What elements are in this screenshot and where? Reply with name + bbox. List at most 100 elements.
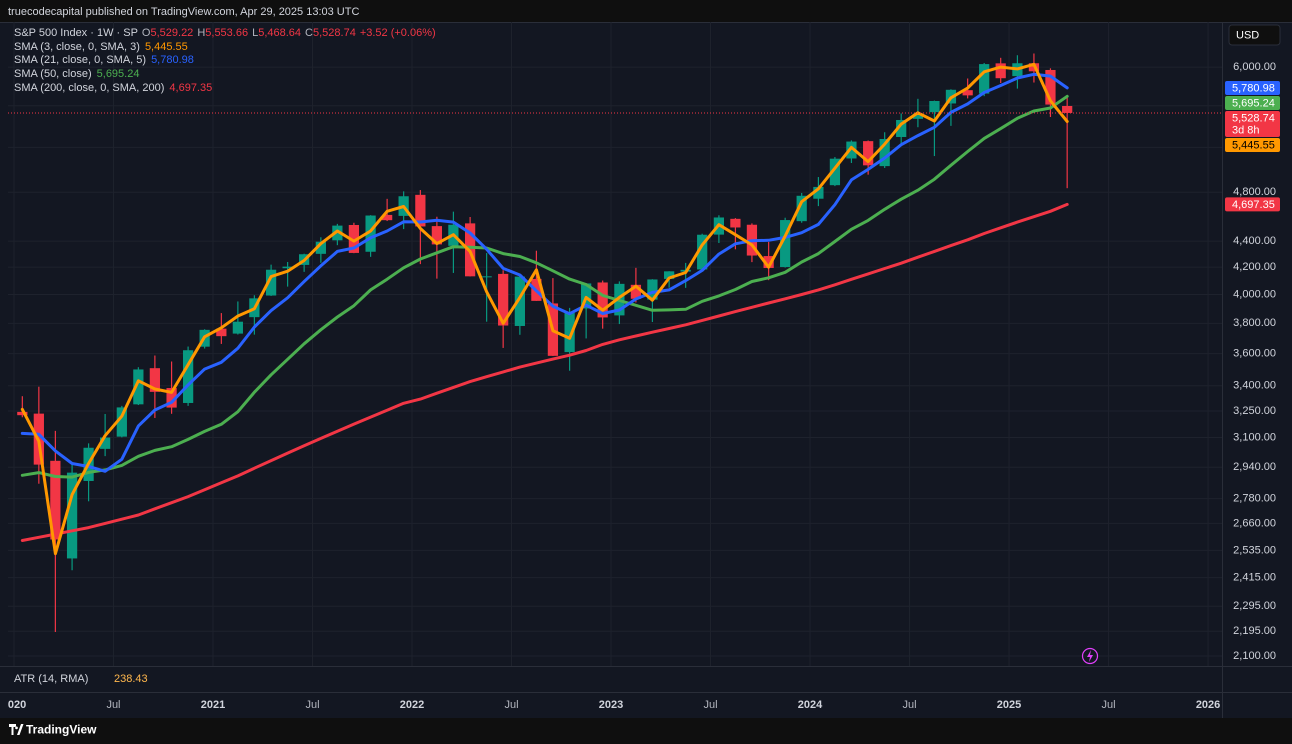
y-tick-label: 4,000.00 [1233, 288, 1276, 300]
price-tag [1225, 197, 1280, 212]
x-tick-label: 2026 [1196, 699, 1220, 711]
candle-body [431, 226, 443, 245]
alert-icon-ring[interactable] [1081, 647, 1099, 665]
candle-body [514, 276, 525, 326]
indicator-value: 238.43 [114, 673, 148, 685]
alert-icon[interactable] [1081, 647, 1099, 665]
candle-body [66, 472, 78, 559]
legend-value: 5,445.55 [144, 40, 188, 53]
ohlc-value: 5,528.74 [313, 27, 356, 39]
candle-body [265, 269, 277, 296]
candle-body [382, 214, 393, 221]
legend-value: 5,780.98 [151, 54, 194, 67]
candle-body [846, 141, 857, 159]
candle-body [216, 328, 227, 337]
candle-body [979, 64, 990, 94]
indicator-name: ATR (14, RMA) [14, 673, 88, 685]
ohlc-value: 5,553.66 [205, 27, 249, 39]
footer-bar [0, 718, 1292, 744]
ohlc-key: C [305, 27, 313, 39]
publish-header: truecodecapital published on TradingView… [8, 6, 359, 18]
candle-body [863, 141, 874, 166]
candle-body [149, 368, 160, 392]
alert-icon-bolt[interactable] [1087, 650, 1093, 662]
y-tick-label: 3,800.00 [1233, 317, 1276, 329]
y-tick-label: 3,100.00 [1233, 431, 1276, 443]
legend-value: 5,695.24 [96, 68, 140, 81]
legend-row: SMA (21, close, 0, SMA, 5) 5,780.98 [14, 54, 436, 68]
ohlc-key: O [141, 27, 151, 39]
legend-row: SMA (200, close, 0, SMA, 200) 4,697.35 [14, 82, 436, 96]
candle-body [995, 63, 1006, 79]
y-tick-label: 2,100.00 [1233, 650, 1276, 662]
candle-body [780, 220, 791, 268]
price-tag [1225, 110, 1280, 137]
candle-body [630, 284, 642, 299]
candle-body [481, 276, 492, 278]
price-tag [1225, 137, 1280, 152]
candle-body [879, 139, 890, 167]
x-tick-label: 2020 [2, 699, 26, 711]
footer-logo [9, 724, 24, 735]
legend-row: SMA (3, close, 0, SMA, 3) 5,445.55 [14, 41, 436, 55]
price-tag [1225, 80, 1280, 95]
y-tick-label: 6,000.00 [1233, 61, 1276, 73]
candle-body [232, 321, 243, 334]
legend-entry: SMA (50, close) [14, 68, 92, 81]
candle-body [730, 218, 741, 228]
candle-body [697, 234, 708, 270]
price-tag-label: 5,780.98 [1232, 82, 1275, 94]
price-tag-label: 3d 8h [1232, 124, 1260, 136]
candle-body [829, 158, 841, 186]
candle-body [564, 312, 575, 353]
ohlc-key: L [252, 27, 259, 39]
candle-body [133, 369, 144, 405]
price-tag-label: 5,528.74 [1232, 112, 1275, 124]
ohlc-change: +3.52 (+0.06%) [359, 27, 436, 39]
legend-value: 4,697.35 [169, 81, 213, 94]
price-tag-label: 5,695.24 [1232, 97, 1275, 109]
candle-body [1062, 105, 1073, 113]
x-tick-label: 2021 [201, 699, 225, 711]
candle-body [348, 224, 360, 253]
y-tick-label: 2,940.00 [1233, 461, 1276, 473]
sma-line [20, 202, 1069, 542]
price-tag [1225, 95, 1280, 110]
y-tick-label: 4,800.00 [1233, 186, 1276, 198]
candle-body [929, 100, 940, 113]
y-tick-label: 2,780.00 [1233, 493, 1276, 505]
currency-button-box[interactable] [1228, 24, 1281, 46]
sma-line [20, 94, 1069, 479]
candle-body [415, 194, 426, 227]
x-tick-label: Jul [504, 699, 518, 711]
y-tick-label: 3,400.00 [1233, 380, 1276, 392]
sma-line [20, 62, 1069, 556]
symbol-title: S&P 500 Index · 1W · SP [14, 27, 138, 39]
candle-body [962, 90, 973, 96]
x-tick-label: Jul [106, 699, 120, 711]
chart-panel [0, 22, 1292, 718]
price-tag-label: 4,697.35 [1232, 199, 1275, 211]
legend: S&P 500 Index · 1W · SP O5,529.22 H5,553.6… [14, 27, 436, 96]
candle-body [647, 279, 658, 300]
y-tick-label: 4,200.00 [1233, 261, 1276, 273]
candle-body [896, 119, 907, 137]
y-tick-label: 3,250.00 [1233, 405, 1276, 417]
candle-body [50, 460, 61, 540]
currency-label[interactable]: USD [1236, 29, 1259, 41]
candle-body [282, 266, 293, 269]
legend-entry: SMA (3, close, 0, SMA, 3) [14, 40, 140, 53]
candle-body [796, 195, 807, 222]
y-tick-label: 2,195.00 [1233, 625, 1276, 637]
legend-entry: SMA (21, close, 0, SMA, 5) [14, 54, 147, 67]
candle-body [664, 271, 675, 279]
currency-button[interactable]: USD [1228, 24, 1281, 46]
y-tick-label: 4,400.00 [1233, 235, 1276, 247]
legend-row: S&P 500 Index · 1W · SP O5,529.22 H5,553.6… [14, 27, 436, 41]
x-tick-label: Jul [703, 699, 717, 711]
candle-body [332, 225, 343, 241]
x-tick-label: 2025 [997, 699, 1021, 711]
legend-entry: SMA (200, close, 0, SMA, 200) [14, 81, 165, 94]
